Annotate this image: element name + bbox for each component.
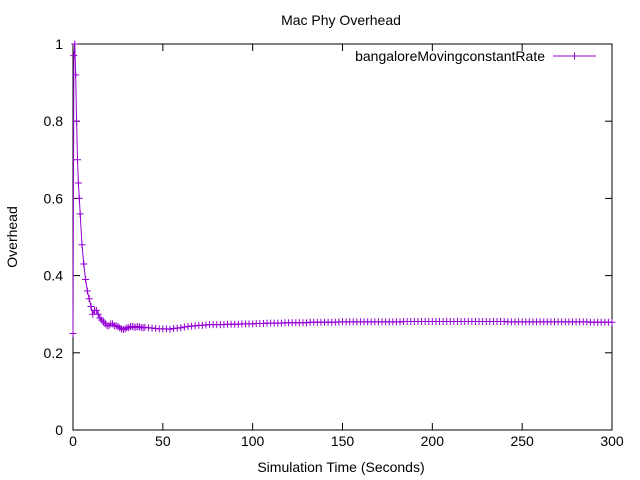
data-point-marker	[166, 325, 174, 333]
data-point-marker	[119, 326, 127, 334]
data-point-marker	[608, 318, 616, 326]
x-tick-label: 300	[600, 433, 624, 449]
legend: bangaloreMovingconstantRate	[355, 48, 596, 64]
x-tick-label: 0	[69, 433, 77, 449]
data-point-marker	[74, 179, 82, 187]
data-point-marker	[94, 310, 102, 318]
y-tick-label: 0.2	[44, 345, 64, 361]
x-tick-label: 150	[331, 433, 355, 449]
y-tick-label: 0.4	[44, 268, 64, 284]
data-point-marker	[76, 210, 84, 218]
legend-marker	[571, 52, 578, 60]
data-point-marker	[73, 117, 81, 125]
x-tick-label: 100	[241, 433, 265, 449]
data-point-marker	[85, 295, 93, 303]
y-tick-label: 1	[55, 36, 63, 52]
legend-label: bangaloreMovingconstantRate	[355, 48, 545, 64]
y-tick-label: 0.8	[44, 113, 64, 129]
series-layer	[69, 40, 616, 337]
data-point-marker	[80, 260, 88, 268]
data-point-marker	[87, 302, 95, 310]
legend-line-sample	[553, 52, 596, 60]
data-point-marker	[121, 325, 129, 333]
x-tick-label: 50	[155, 433, 171, 449]
axis-ticks: 0 50 100 150 200 250 300 0 0.2 0.4 0.6 0.8 1	[44, 36, 624, 449]
data-point-marker	[114, 323, 122, 331]
data-point-marker	[72, 71, 80, 79]
chart-title: Mac Phy Overhead	[281, 12, 401, 28]
y-tick-label: 0	[55, 422, 63, 438]
y-axis-label: Overhead	[4, 206, 20, 267]
data-point-marker	[75, 194, 83, 202]
x-axis-label: Simulation Time (Seconds)	[257, 459, 424, 475]
x-tick-label: 200	[421, 433, 445, 449]
data-point-marker	[78, 241, 86, 249]
data-point-marker	[83, 287, 91, 295]
data-point-marker	[71, 40, 79, 48]
data-point-marker	[73, 156, 81, 164]
data-point-marker	[82, 275, 90, 283]
data-point-marker	[69, 330, 77, 337]
data-point-marker	[112, 322, 120, 330]
data-point-marker	[116, 324, 124, 332]
data-point-marker	[177, 324, 185, 332]
data-point-marker	[125, 324, 133, 332]
y-tick-label: 0.6	[44, 190, 64, 206]
data-point-marker	[92, 306, 100, 314]
data-point-marker	[70, 52, 78, 60]
x-tick-label: 250	[510, 433, 534, 449]
